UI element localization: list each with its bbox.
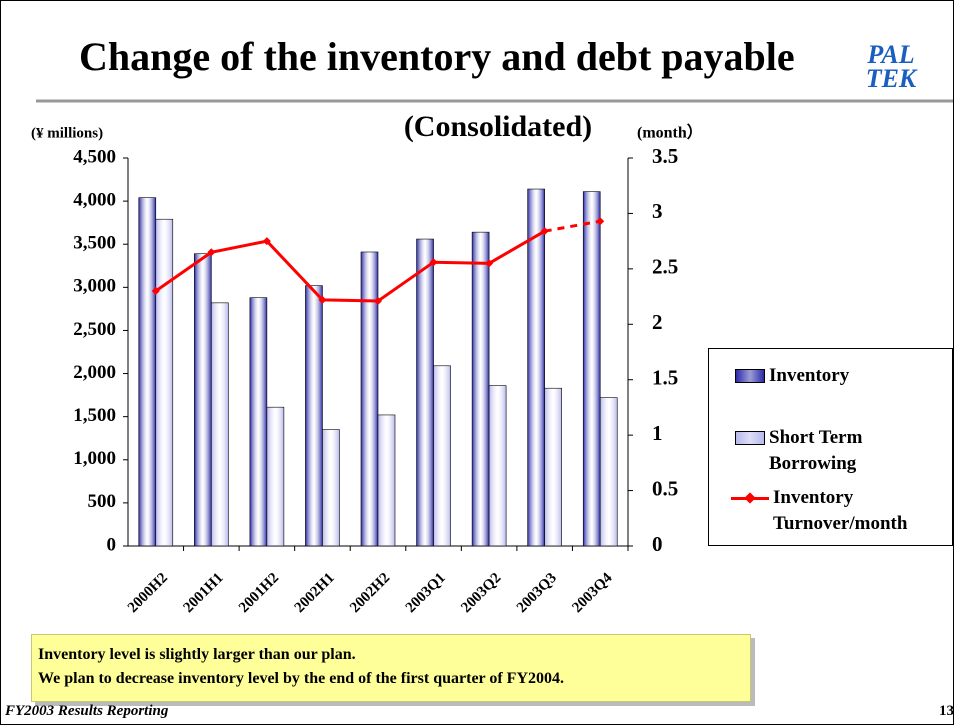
bar bbox=[360, 251, 379, 547]
note-line: Inventory level is slightly larger than … bbox=[38, 646, 356, 663]
line bbox=[154, 229, 546, 303]
line-marker bbox=[429, 258, 438, 267]
y-tick-label: 500 bbox=[88, 491, 117, 512]
legend-swatch bbox=[735, 431, 765, 445]
y-tick-label: 1,000 bbox=[73, 448, 116, 469]
bar bbox=[599, 397, 618, 547]
y2-tick-label: 2.5 bbox=[652, 255, 678, 279]
bar bbox=[488, 385, 507, 547]
y-tick-label: 4,500 bbox=[73, 146, 116, 167]
y2-tick-label: 3.5 bbox=[652, 144, 678, 168]
x-tick-label: 2001H2 bbox=[236, 570, 282, 616]
bar bbox=[416, 238, 434, 547]
x-tick-label: 2000H2 bbox=[125, 570, 171, 616]
line-marker bbox=[318, 295, 327, 304]
y2-tick-label: 0 bbox=[652, 532, 663, 556]
legend-swatch bbox=[731, 492, 769, 504]
footer: FY2003 Results Reporting bbox=[5, 703, 169, 719]
bar bbox=[138, 197, 157, 547]
legend-swatch bbox=[735, 369, 765, 383]
y2-tick-label: 2 bbox=[652, 310, 663, 334]
bar bbox=[305, 285, 323, 547]
logo: PAL bbox=[866, 40, 914, 69]
x-tick-label: 2002H1 bbox=[292, 570, 338, 616]
y2-tick-label: 3 bbox=[652, 199, 663, 223]
line-marker bbox=[485, 259, 494, 268]
y2-tick-label: 1 bbox=[652, 421, 663, 445]
bar bbox=[527, 188, 545, 547]
page-number: 13 bbox=[939, 703, 954, 719]
y2-tick-label: 1.5 bbox=[652, 366, 678, 390]
y2-axis-label: (month） bbox=[637, 124, 703, 142]
x-tick-label: 2003Q3 bbox=[514, 570, 560, 616]
bar bbox=[194, 253, 212, 547]
chart-title: Change of the inventory and debt payable bbox=[79, 34, 795, 79]
bar bbox=[377, 414, 396, 547]
line-marker bbox=[540, 227, 549, 236]
line-marker bbox=[596, 217, 605, 226]
y-axis-label: (¥ millions) bbox=[31, 125, 103, 141]
y-tick-label: 0 bbox=[107, 534, 117, 555]
bar bbox=[249, 297, 268, 547]
bar bbox=[322, 429, 340, 547]
legend: Inventory Short Term Borrowing Inventory T… bbox=[708, 348, 953, 546]
bar bbox=[544, 387, 562, 547]
legend-label: Short Term Borrowing bbox=[769, 427, 863, 474]
bar bbox=[471, 231, 490, 547]
x-tick-label: 2003Q2 bbox=[458, 570, 504, 616]
line-marker bbox=[262, 237, 271, 246]
bar bbox=[433, 365, 451, 547]
line-marker bbox=[374, 297, 382, 306]
x-tick-label: 2003Q4 bbox=[569, 570, 615, 616]
legend-label: Inventory bbox=[769, 365, 850, 386]
bar bbox=[155, 218, 174, 547]
line-marker bbox=[207, 248, 216, 257]
logo: TEK bbox=[866, 64, 918, 93]
bar bbox=[211, 302, 229, 547]
y-tick-label: 2,500 bbox=[73, 319, 116, 340]
x-tick-label: 2003Q1 bbox=[403, 570, 449, 616]
y2-tick-label: 0.5 bbox=[652, 476, 678, 500]
x-tick-label: 2001H1 bbox=[181, 570, 227, 616]
note-line: We plan to decrease inventory level by t… bbox=[38, 670, 565, 687]
bar bbox=[266, 406, 285, 547]
y-tick-label: 1,500 bbox=[73, 405, 116, 426]
note-box: Inventory level is slightly larger than … bbox=[31, 634, 751, 702]
x-tick-label: 2002H2 bbox=[347, 570, 393, 616]
y-tick-label: 2,000 bbox=[73, 362, 116, 383]
line-dashed bbox=[544, 219, 601, 233]
chart-subtitle: (Consolidated) bbox=[404, 110, 592, 143]
legend-label: Inventory Turnover/month bbox=[773, 487, 908, 534]
y-tick-label: 3,500 bbox=[73, 233, 116, 254]
line-marker bbox=[151, 287, 160, 296]
y-tick-label: 4,000 bbox=[73, 189, 116, 210]
y-tick-label: 3,000 bbox=[73, 276, 116, 297]
bar bbox=[582, 191, 601, 547]
